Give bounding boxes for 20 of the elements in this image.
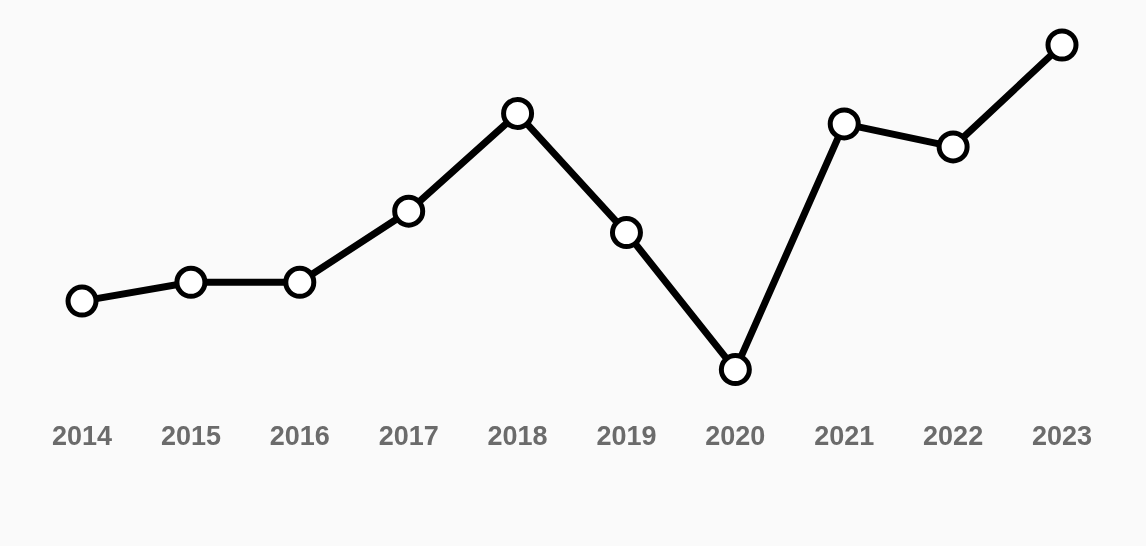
x-tick-label: 2016 bbox=[269, 421, 330, 452]
point bbox=[609, 216, 643, 250]
point bbox=[65, 284, 99, 318]
point bbox=[283, 265, 317, 299]
point bbox=[501, 96, 535, 130]
point bbox=[174, 265, 208, 299]
point bbox=[1045, 28, 1079, 62]
x-tick-label: 2021 bbox=[814, 421, 875, 452]
point bbox=[827, 107, 861, 141]
x-tick-label: 2020 bbox=[705, 421, 766, 452]
point bbox=[936, 130, 970, 164]
point bbox=[392, 194, 426, 228]
point bbox=[718, 353, 752, 387]
x-tick-label: 2015 bbox=[160, 421, 221, 452]
x-tick-label: 2019 bbox=[596, 421, 657, 452]
x-tick-label: 2014 bbox=[51, 421, 113, 452]
x-tick-label: 2018 bbox=[487, 421, 548, 452]
x-tick-label: 2017 bbox=[378, 421, 439, 452]
x-tick-label: 2022 bbox=[923, 421, 984, 452]
x-tick-label: 2023 bbox=[1031, 421, 1093, 452]
